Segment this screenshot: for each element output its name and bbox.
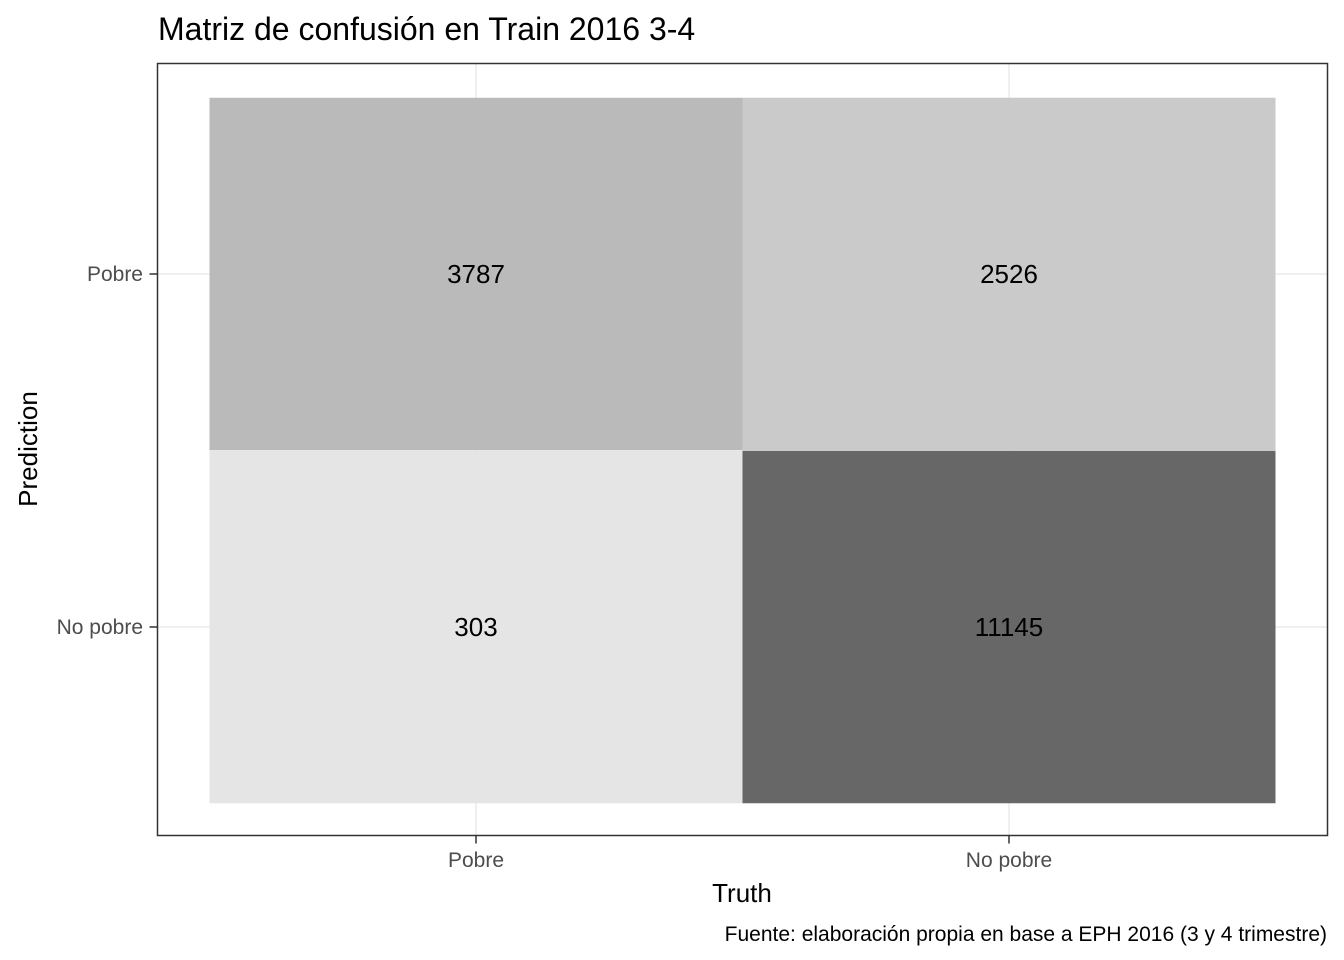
x-tick-label: No pobre xyxy=(966,849,1052,872)
cell-value-label: 11145 xyxy=(975,612,1043,642)
x-axis-ticks: Pobre No pobre xyxy=(448,835,1052,872)
cell-value-label: 303 xyxy=(454,612,497,642)
chart-caption: Fuente: elaboración propia en base a EPH… xyxy=(725,923,1327,946)
x-axis-title: Truth xyxy=(712,878,772,908)
cell-value-label: 3787 xyxy=(447,259,505,289)
x-tick-label: Pobre xyxy=(448,849,504,872)
y-axis-title: Prediction xyxy=(13,391,43,507)
cell-value-labels: 3787 2526 303 11145 xyxy=(447,259,1043,642)
heatmap-cell xyxy=(742,450,1276,804)
heatmap-cell xyxy=(742,97,1276,451)
heatmap-cell xyxy=(209,450,743,804)
y-axis-ticks: Pobre No pobre xyxy=(57,263,158,639)
cell-value-label: 2526 xyxy=(980,259,1038,289)
heatmap-cells xyxy=(209,97,1276,804)
y-tick-label: No pobre xyxy=(57,616,143,639)
panel-border xyxy=(156,62,1329,837)
y-tick-label: Pobre xyxy=(87,263,143,286)
heatmap-cell xyxy=(209,97,743,451)
chart-title: Matriz de confusión en Train 2016 3-4 xyxy=(158,11,695,47)
